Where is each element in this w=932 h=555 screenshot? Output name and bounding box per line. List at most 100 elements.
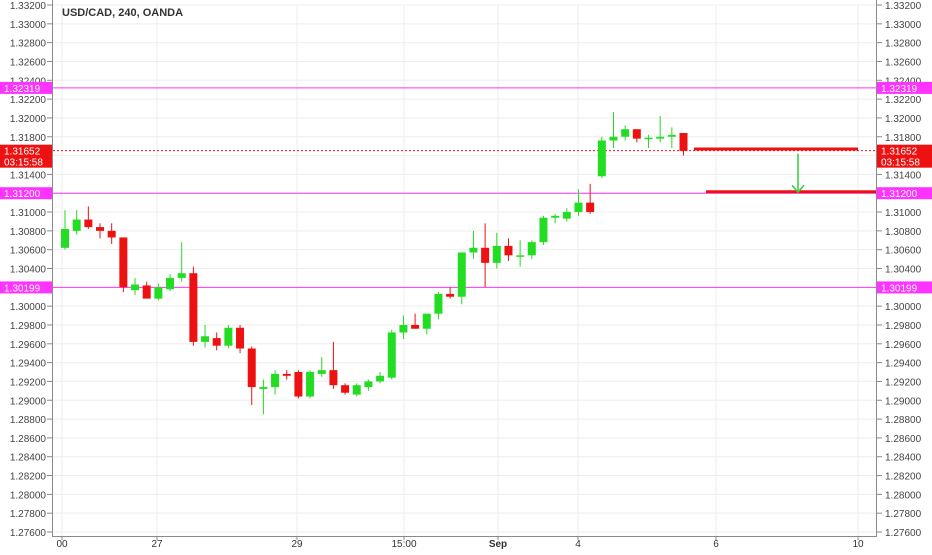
y-tick-label-right: 1.27600 [885, 528, 922, 539]
level-badge-label: 1.31200 [881, 189, 918, 200]
candle-down [341, 385, 350, 393]
level-badge [0, 187, 52, 200]
candle-down [329, 370, 338, 386]
y-tick-label-left: 1.28800 [10, 415, 47, 426]
candle-up [306, 372, 315, 397]
candle-down [294, 372, 303, 397]
y-tick-label-right: 1.31400 [885, 170, 922, 181]
y-tick-label-right: 1.32600 [885, 57, 922, 68]
y-tick-label-left: 1.28600 [10, 434, 47, 445]
y-tick-label-right: 1.29000 [885, 396, 922, 407]
candle-down [481, 247, 490, 263]
x-tick-label: 4 [575, 539, 581, 550]
y-tick-label-left: 1.30400 [10, 265, 47, 276]
y-tick-label-right: 1.29400 [885, 359, 922, 370]
candle-down [84, 219, 93, 228]
candle-up [154, 287, 163, 299]
y-tick-label-right: 1.28800 [885, 415, 922, 426]
level-badge [0, 281, 52, 294]
y-tick-label-left: 1.29800 [10, 321, 47, 332]
y-tick-label-right: 1.30800 [885, 227, 922, 238]
drawings [694, 147, 876, 194]
y-tick-label-left: 1.28400 [10, 453, 47, 464]
candle-up [597, 140, 606, 177]
level-badge-label: 1.30199 [4, 283, 41, 294]
y-tick-label-right: 1.28600 [885, 434, 922, 445]
candle-up [422, 313, 431, 329]
candle-up [539, 217, 548, 243]
level-badge-label: 1.30199 [881, 283, 918, 294]
y-tick-label-right: 1.29800 [885, 321, 922, 332]
y-tick-label-right: 1.29600 [885, 340, 922, 351]
x-tick-label: Sep [489, 539, 507, 550]
candle-up [352, 385, 361, 395]
y-tick-label-right: 1.33200 [885, 1, 922, 12]
candle-up [387, 332, 396, 378]
x-tick-label: 6 [713, 539, 719, 550]
countdown-label: 03:15:58 [4, 158, 43, 169]
y-tick-label-right: 1.29200 [885, 377, 922, 388]
y-tick-label-left: 1.29000 [10, 396, 47, 407]
y-tick-label-left: 1.29600 [10, 340, 47, 351]
candle-down [119, 237, 128, 288]
candle-up [317, 370, 326, 374]
y-tick-label-left: 1.30600 [10, 246, 47, 257]
candle-up [492, 245, 501, 263]
level-badge [877, 281, 932, 294]
candle-up [516, 255, 525, 257]
candle-down [586, 202, 595, 213]
candle-down [212, 338, 221, 346]
y-tick-label-left: 1.28200 [10, 472, 47, 483]
candle-up [609, 136, 618, 141]
x-tick-label: 00 [56, 539, 68, 550]
current-price-badge [877, 144, 932, 168]
y-tick-label-right: 1.28400 [885, 453, 922, 464]
y-tick-label-left: 1.31800 [10, 133, 47, 144]
level-badge [877, 81, 932, 94]
candle-down [632, 129, 641, 139]
current-price-label: 1.31652 [881, 147, 918, 158]
candle-down [236, 327, 245, 349]
candle-up [457, 252, 466, 297]
candle-up [166, 277, 175, 290]
candle-up [527, 242, 536, 256]
current-price-label: 1.31652 [4, 147, 41, 158]
candle-up [469, 247, 478, 253]
level-badge-label: 1.32319 [4, 84, 41, 95]
y-tick-label-right: 1.32800 [885, 39, 922, 50]
candle-up [562, 212, 571, 219]
candle-up [376, 375, 385, 382]
y-tick-label-left: 1.33200 [10, 1, 47, 12]
candle-up [131, 284, 140, 291]
candle-up [399, 324, 408, 333]
y-tick-label-left: 1.29200 [10, 377, 47, 388]
x-tick-label: 15:00 [391, 539, 416, 550]
y-tick-label-left: 1.32400 [10, 76, 47, 87]
y-tick-label-right: 1.30600 [885, 246, 922, 257]
level-badge [877, 187, 932, 200]
chart-title: USD/CAD, 240, OANDA [62, 7, 183, 19]
y-tick-label-right: 1.28000 [885, 490, 922, 501]
arrow-down-icon[interactable] [791, 184, 805, 194]
y-tick-label-right: 1.31000 [885, 208, 922, 219]
candle-up [201, 336, 210, 342]
y-tick-label-right: 1.32000 [885, 114, 922, 125]
y-tick-label-left: 1.29400 [10, 359, 47, 370]
x-tick-label: 29 [291, 539, 303, 550]
y-tick-label-left: 1.32000 [10, 114, 47, 125]
y-tick-label-right: 1.30400 [885, 265, 922, 276]
y-tick-label-right: 1.31800 [885, 133, 922, 144]
candle-down [189, 273, 198, 342]
level-badge-label: 1.32319 [881, 84, 918, 95]
candle-down [282, 373, 291, 376]
y-tick-label-left: 1.28000 [10, 490, 47, 501]
candle-up [621, 129, 630, 137]
candle-down [142, 285, 151, 299]
candle-up [177, 273, 186, 278]
y-tick-label-left: 1.27600 [10, 528, 47, 539]
y-tick-label-left: 1.27800 [10, 509, 47, 520]
candle-up [551, 215, 560, 218]
candle-up [271, 373, 280, 388]
